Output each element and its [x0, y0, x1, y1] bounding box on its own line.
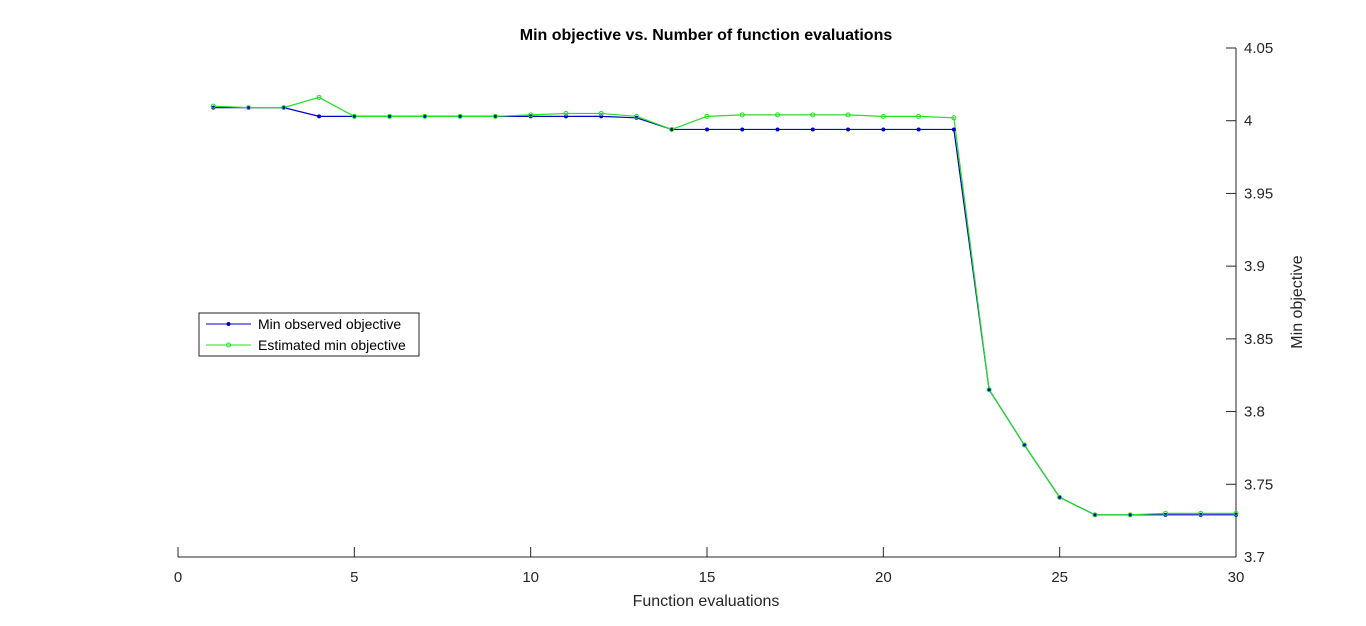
estimated-point — [1198, 510, 1204, 516]
estimated-point — [563, 110, 569, 116]
estimated-point — [633, 113, 639, 119]
observed-point — [846, 127, 851, 132]
series-line-estimated — [213, 96, 1236, 516]
observed-point — [1234, 512, 1238, 517]
estimated-point — [1092, 512, 1098, 518]
x-tick-label: 30 — [1228, 569, 1245, 586]
estimated-point — [669, 126, 675, 132]
observed-point — [634, 115, 639, 120]
series-line-observed — [213, 107, 1236, 516]
x-tick-label: 25 — [1051, 569, 1068, 586]
x-tick-label: 0 — [174, 569, 182, 586]
estimated-point — [492, 113, 498, 119]
y-tick-label: 3.75 — [1244, 476, 1273, 493]
y-tick-label: 4.05 — [1244, 40, 1273, 57]
estimated-point — [316, 94, 322, 100]
estimated-point — [210, 103, 216, 109]
estimated-point — [246, 105, 252, 111]
estimated-point — [1057, 494, 1063, 500]
observed-point — [740, 127, 745, 132]
estimated-point — [1162, 510, 1168, 516]
observed-point — [987, 387, 992, 392]
observed-point — [493, 114, 498, 119]
axes: 0 5 10 15 20 25 30 3.7 3.75 3.8 3.85 3.9 3.95 4 4.05 — [174, 40, 1273, 586]
estimated-point — [1021, 442, 1027, 448]
observed-point — [528, 114, 533, 119]
observed-point — [1198, 512, 1203, 517]
y-tick-label: 3.85 — [1244, 331, 1273, 348]
estimated-point — [528, 112, 534, 118]
observed-point — [458, 114, 463, 119]
observed-point — [246, 105, 251, 110]
x-tick-label: 15 — [699, 569, 716, 586]
observed-point — [1128, 512, 1133, 517]
observed-point — [211, 105, 216, 110]
observed-point — [881, 127, 886, 132]
observed-point — [951, 127, 956, 132]
observed-point — [669, 127, 674, 132]
estimated-point — [880, 113, 886, 119]
observed-point — [916, 127, 921, 132]
estimated-point — [281, 105, 287, 111]
legend-marker-estimated — [226, 342, 231, 348]
legend: Min observed objective Estimated min obj… — [198, 312, 420, 357]
x-tick-label: 20 — [875, 569, 892, 586]
y-tick-label: 3.7 — [1244, 549, 1265, 566]
legend-label-observed: Min observed objective — [258, 316, 401, 332]
estimated-point — [810, 112, 816, 118]
observed-point — [1092, 512, 1097, 517]
estimated-point — [704, 113, 710, 119]
observed-point — [1057, 495, 1062, 500]
y-tick-label: 3.8 — [1244, 404, 1265, 421]
observed-point — [317, 114, 322, 119]
legend-marker-observed — [226, 322, 231, 326]
y-axis-label: Min objective — [1289, 255, 1306, 348]
observed-point — [810, 127, 815, 132]
estimated-point — [1127, 512, 1133, 518]
estimated-point — [775, 112, 781, 118]
estimated-point — [845, 112, 851, 118]
x-tick-label: 5 — [350, 569, 358, 586]
observed-point — [387, 114, 392, 119]
series-layer — [210, 94, 1239, 518]
estimated-point — [986, 387, 992, 393]
chart-title: Min objective vs. Number of function eva… — [520, 27, 893, 44]
estimated-point — [916, 113, 922, 119]
estimated-point — [598, 110, 604, 116]
legend-label-estimated: Estimated min objective — [258, 337, 406, 353]
y-tick-label: 4 — [1244, 113, 1252, 130]
estimated-point — [739, 112, 745, 118]
estimated-point — [387, 113, 393, 119]
y-tick-label: 3.9 — [1244, 258, 1265, 275]
y-tick-label: 3.95 — [1244, 185, 1273, 202]
x-tick-label: 10 — [522, 569, 539, 586]
observed-point — [281, 105, 286, 110]
estimated-point — [422, 113, 428, 119]
estimated-point — [951, 115, 957, 121]
estimated-point — [351, 113, 357, 119]
observed-point — [1163, 512, 1168, 517]
x-axis-label: Function evaluations — [633, 593, 780, 610]
observed-point — [352, 114, 357, 119]
legend-box — [198, 312, 420, 357]
estimated-point — [457, 113, 463, 119]
observed-point — [775, 127, 780, 132]
observed-point — [705, 127, 709, 132]
estimated-point — [1233, 510, 1239, 516]
observed-point — [422, 114, 427, 119]
observed-point — [1022, 443, 1027, 448]
